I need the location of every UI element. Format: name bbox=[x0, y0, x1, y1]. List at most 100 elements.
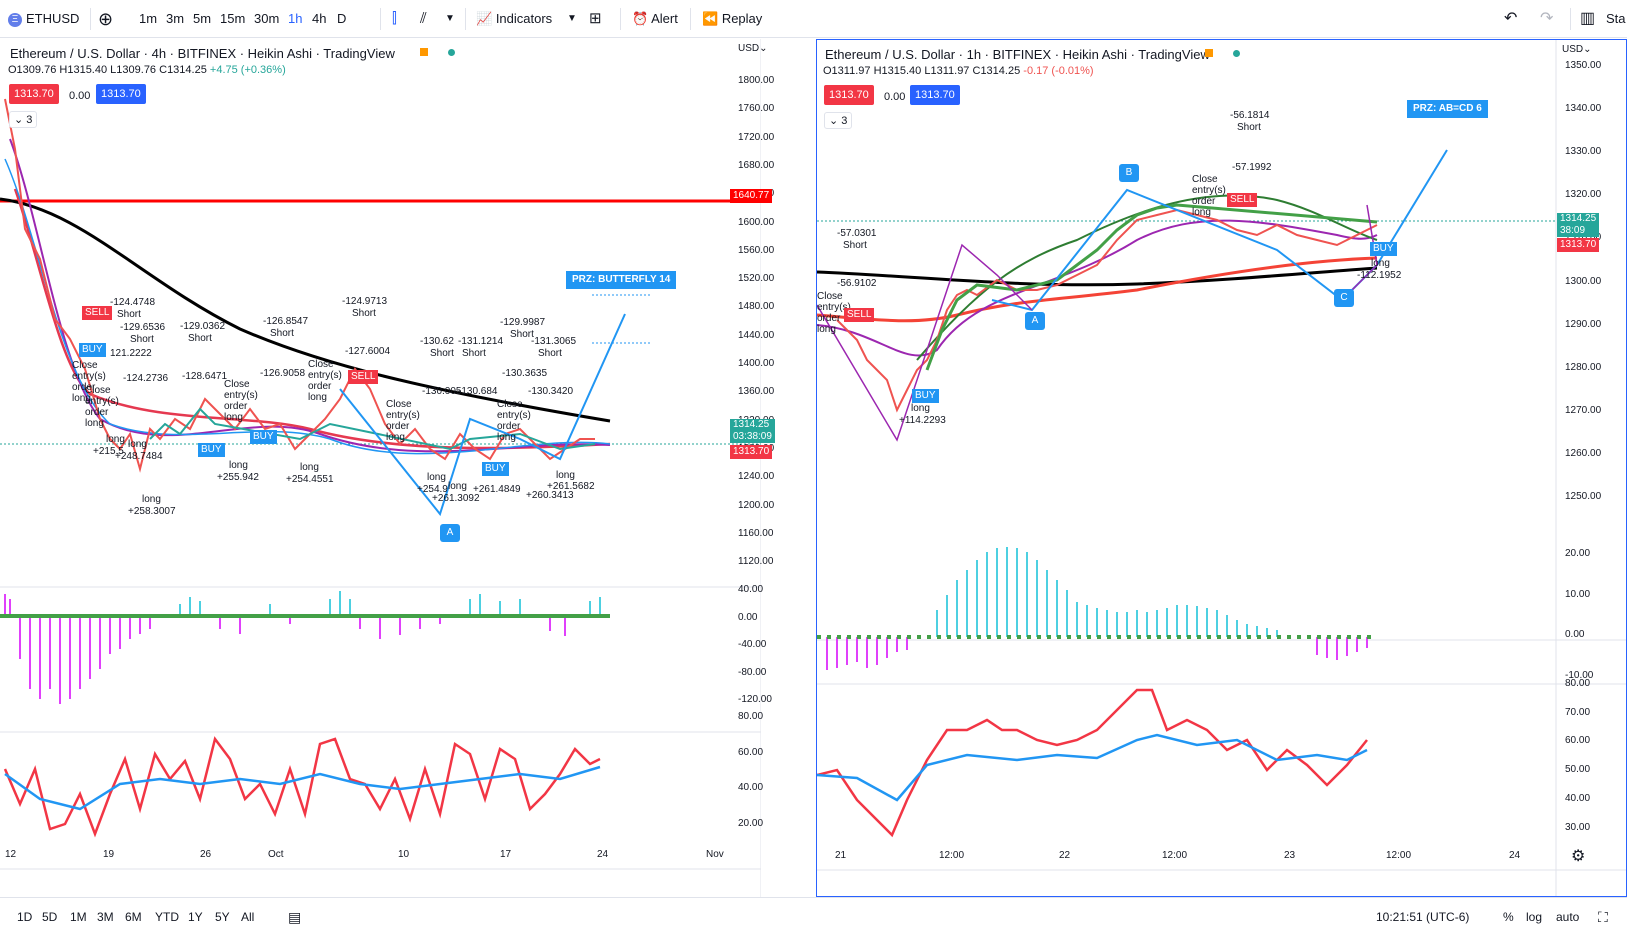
chevron-down-icon[interactable]: ▼ bbox=[445, 13, 455, 24]
chart-settings-gear-icon[interactable]: ⚙ bbox=[1571, 848, 1586, 865]
moving-average-black[interactable] bbox=[817, 266, 1378, 287]
moving-average-red[interactable] bbox=[817, 256, 1378, 323]
moving-average-red[interactable] bbox=[13, 188, 611, 450]
auto-scale-toggle[interactable]: auto bbox=[1556, 910, 1580, 924]
buy-signal[interactable]: BUY bbox=[79, 343, 106, 357]
symbol-search[interactable]: Ξ ETHUSD bbox=[8, 0, 79, 38]
axis-tick-label: 1270.00 bbox=[1565, 404, 1602, 416]
range-6m[interactable]: 6M bbox=[125, 910, 142, 924]
axis-tick-label: 1200.00 bbox=[738, 499, 775, 511]
log-scale-toggle[interactable]: log bbox=[1526, 910, 1543, 924]
axis-tick-label: 1160.00 bbox=[738, 527, 774, 539]
sell-price-button[interactable]: 1313.70 bbox=[9, 84, 59, 104]
interval-4h[interactable]: 4h bbox=[312, 11, 327, 26]
macd-histogram[interactable] bbox=[0, 591, 610, 704]
harmonic-pattern-lines[interactable] bbox=[1341, 204, 1378, 301]
flag-icon[interactable] bbox=[1205, 49, 1213, 57]
buy-price-button[interactable]: 1313.70 bbox=[96, 84, 146, 104]
replay-button[interactable]: ⏪ Replay bbox=[702, 11, 763, 26]
price-candles-green[interactable] bbox=[149, 407, 596, 451]
range-3m[interactable]: 3M bbox=[97, 910, 114, 924]
interval-1h[interactable]: 1h bbox=[288, 11, 303, 26]
left-chart-pane[interactable]: Ethereum / U.S. Dollar · 4h · BITFINEX ·… bbox=[0, 39, 775, 897]
buy-price-button[interactable]: 1313.70 bbox=[910, 85, 960, 105]
interval-30m[interactable]: 30m bbox=[254, 11, 280, 26]
range-5d[interactable]: 5D bbox=[42, 910, 58, 924]
symbol-label: ETHUSD bbox=[26, 11, 80, 26]
top-toolbar: Ξ ETHUSD ⊕ 1m 3m 5m 15m 30m 1h 4h D ⫿ ⫽ ▼… bbox=[0, 0, 1627, 38]
left-chart-canvas[interactable] bbox=[0, 39, 761, 897]
indicators-collapse-button[interactable]: ⌄ 3 bbox=[824, 112, 853, 129]
start-button-truncated[interactable]: Sta bbox=[1606, 11, 1626, 26]
price-candles[interactable] bbox=[4, 98, 595, 473]
indicators-button[interactable]: 📈 Indicators bbox=[476, 11, 553, 26]
compare-add-icon[interactable]: ⊕ bbox=[98, 9, 114, 29]
harmonic-pattern-lines[interactable] bbox=[817, 243, 1033, 442]
rsi-fast-line[interactable] bbox=[3, 736, 601, 838]
sell-price-button[interactable]: 1313.70 bbox=[824, 85, 874, 105]
pattern-point-a[interactable]: A bbox=[1025, 312, 1045, 330]
rsi-slow-line[interactable] bbox=[4, 765, 601, 811]
prz-butterfly-label[interactable]: PRZ: BUTTERFLY 14 bbox=[566, 271, 677, 289]
sell-signal[interactable]: SELL bbox=[82, 306, 113, 320]
prz-abcd-label[interactable]: PRZ: AB=CD 6 bbox=[1407, 100, 1488, 118]
range-1m[interactable]: 1M bbox=[70, 910, 87, 924]
interval-d[interactable]: D bbox=[337, 11, 347, 26]
pattern-point-b[interactable]: B bbox=[1119, 164, 1139, 182]
sell-signal[interactable]: SELL bbox=[348, 370, 379, 384]
indicators-collapse-button[interactable]: ⌄ 3 bbox=[9, 111, 38, 128]
redo-icon[interactable]: ↷ bbox=[1540, 10, 1554, 27]
range-1y[interactable]: 1Y bbox=[188, 910, 203, 924]
layout-split-icon[interactable]: ▥ bbox=[1580, 10, 1596, 27]
chevron-down-icon[interactable]: ▼ bbox=[567, 13, 577, 24]
left-chart-title[interactable]: Ethereum / U.S. Dollar · 4h · BITFINEX ·… bbox=[10, 46, 395, 61]
alert-button[interactable]: ⏰ Alert bbox=[632, 11, 678, 26]
currency-menu[interactable]: USD⌄ bbox=[1562, 44, 1592, 55]
range-5y[interactable]: 5Y bbox=[215, 910, 230, 924]
divider bbox=[1570, 8, 1571, 30]
interval-5m[interactable]: 5m bbox=[193, 11, 212, 26]
buy-signal[interactable]: BUY bbox=[250, 430, 277, 444]
axis-tick-label: 1340.00 bbox=[1565, 103, 1602, 115]
buy-signal[interactable]: BUY bbox=[1370, 242, 1397, 256]
range-1d[interactable]: 1D bbox=[17, 910, 33, 924]
pattern-point-a[interactable]: A bbox=[440, 524, 460, 542]
axis-tick-label: 1240.00 bbox=[738, 471, 775, 483]
axis-tick-label: 80.00 bbox=[738, 711, 764, 722]
right-chart-canvas[interactable] bbox=[817, 40, 1626, 896]
axis-tick-label: 1280.00 bbox=[1565, 361, 1602, 373]
buy-signal[interactable]: BUY bbox=[912, 389, 939, 403]
price-candles-green[interactable] bbox=[925, 203, 1378, 371]
macd-histogram[interactable] bbox=[817, 547, 1377, 670]
range-ytd[interactable]: YTD bbox=[155, 910, 179, 924]
pattern-point-c[interactable]: C bbox=[1334, 289, 1354, 307]
layout-grid-icon[interactable]: ⊞ bbox=[589, 10, 602, 27]
moving-average-green[interactable] bbox=[916, 194, 1378, 361]
moving-average-purple[interactable] bbox=[817, 219, 1378, 357]
sell-signal[interactable]: SELL bbox=[844, 308, 875, 322]
buy-signal[interactable]: BUY bbox=[482, 462, 509, 476]
buy-signal[interactable]: BUY bbox=[198, 443, 225, 457]
moving-average-black[interactable] bbox=[0, 197, 611, 423]
rsi-fast-line[interactable] bbox=[817, 688, 1368, 838]
range-all[interactable]: All bbox=[241, 910, 255, 924]
interval-1m[interactable]: 1m bbox=[139, 11, 158, 26]
sell-signal[interactable]: SELL bbox=[1227, 193, 1258, 207]
right-chart-pane[interactable]: Ethereum / U.S. Dollar · 1h · BITFINEX ·… bbox=[816, 39, 1627, 897]
interval-3m[interactable]: 3m bbox=[166, 11, 185, 26]
interval-15m[interactable]: 15m bbox=[220, 11, 246, 26]
price-candles[interactable] bbox=[836, 208, 1378, 413]
calendar-range-icon[interactable]: ▤ bbox=[288, 909, 302, 925]
butterfly-pattern-lines[interactable] bbox=[339, 313, 626, 517]
clock-timezone[interactable]: 10:21:51 (UTC-6) bbox=[1376, 910, 1470, 924]
rsi-slow-line[interactable] bbox=[817, 733, 1368, 802]
flag-icon[interactable] bbox=[420, 48, 428, 56]
axis-tick-label: 20.00 bbox=[1565, 548, 1591, 559]
undo-icon[interactable]: ↶ bbox=[1504, 10, 1518, 27]
heikin-ashi-icon[interactable]: ⫽ bbox=[420, 10, 427, 27]
percent-scale-toggle[interactable]: % bbox=[1503, 910, 1514, 924]
screenshot-icon[interactable]: ⛶ bbox=[1598, 909, 1608, 925]
currency-menu[interactable]: USD⌄ bbox=[738, 43, 768, 54]
candle-type-icon[interactable]: ⫿ bbox=[392, 10, 397, 27]
right-chart-title[interactable]: Ethereum / U.S. Dollar · 1h · BITFINEX ·… bbox=[825, 47, 1210, 62]
